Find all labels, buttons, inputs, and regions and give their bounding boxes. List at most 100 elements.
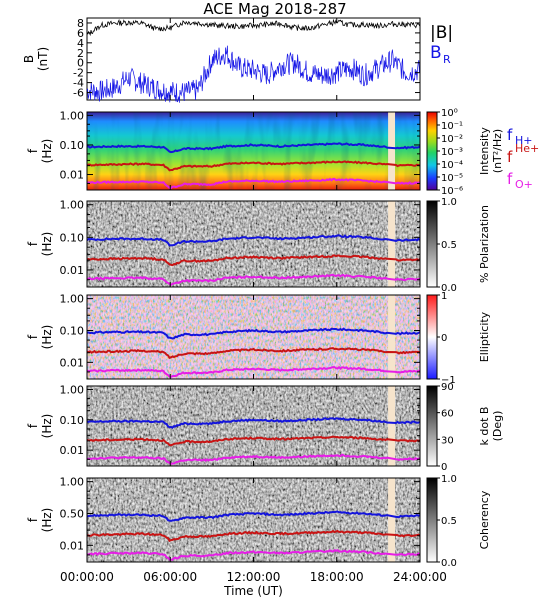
freq-legend-0: f [507, 126, 513, 144]
xtick-label: 18:00:00 [310, 570, 364, 584]
intensity-colorbar-tick-label: 10⁻² [441, 134, 463, 145]
intensity-colorbar-tick-label: 10⁻¹ [441, 121, 463, 132]
coherency-colorbar-tick-label: 0.5 [441, 516, 457, 527]
spectrogram-polarization [86, 200, 421, 288]
kdotb-colorbar-label: k dot B [478, 407, 491, 446]
ellipticity-line-fHplus [87, 327, 420, 340]
intensity-texture [87, 112, 420, 190]
b-ytick-label: 6 [77, 27, 84, 40]
kdotb-colorbar [426, 385, 438, 467]
polarization-colorbar [426, 200, 438, 288]
kdotb-ylabel: f [26, 423, 40, 428]
polarization-data-gap [388, 201, 396, 287]
xtick-label: 06:00:00 [143, 570, 197, 584]
kdotb-ytick-label: 0.10 [60, 414, 85, 427]
xtick-label: 00:00:00 [60, 570, 114, 584]
polarization-ytick-label: 0.01 [60, 264, 85, 277]
coherency-ylabel-unit: (Hz) [40, 508, 54, 533]
b-ytick-label: 0 [77, 57, 84, 70]
coherency-line-fOplus [87, 549, 420, 561]
coherency-line-fHeplus [87, 529, 420, 543]
coherency-ytick-label: 0.01 [60, 539, 85, 552]
coherency-line-fHplus [87, 510, 420, 522]
b-ytick-label: -2 [73, 67, 84, 80]
polarization-ytick-label: 1.00 [60, 199, 85, 212]
legend-btotal: |B| [430, 23, 453, 43]
kdotb-colorbar-unit: (Deg) [491, 411, 504, 442]
coherency-data-gap [388, 478, 396, 562]
intensity-ytick-label: 0.01 [60, 169, 85, 182]
kdotb-colorbar-tick-label: 60 [441, 409, 454, 420]
ellipticity-data-gap [388, 295, 396, 379]
legend-br-subscript: R [443, 53, 451, 66]
kdotb-colorbar-tick-label: 90 [441, 382, 454, 393]
polarization-colorbar-tick-label: 1.0 [441, 197, 457, 208]
coherency-colorbar-tick-label: 1.0 [441, 474, 457, 485]
coherency-texture [87, 478, 420, 562]
intensity-colorbar-tick-label: 10⁻³ [441, 147, 463, 158]
spectrogram-ellipticity [86, 294, 421, 380]
ellipticity-ylabel-unit: (Hz) [40, 325, 54, 350]
intensity-colorbar-tick-label: 10⁻⁵ [441, 173, 463, 184]
freq-legend-1: f [507, 148, 513, 166]
coherency-ylabel: f [26, 517, 40, 522]
ellipticity-colorbar [426, 294, 438, 380]
btotal-series-line [86, 18, 421, 37]
ellipticity-colorbar-tick-label: −1 [441, 375, 456, 386]
kdotb-colorbar-tick-label: 0 [441, 462, 447, 473]
b-panel-frame [86, 17, 421, 101]
intensity-ytick-label: 1.00 [60, 109, 85, 122]
coherency-colorbar-label: Coherency [478, 490, 491, 549]
intensity-colorbar-unit: (nT²/Hz) [491, 129, 504, 173]
coherency-ytick-label: 0.50 [60, 507, 85, 520]
intensity-ylabel-unit: (Hz) [40, 139, 54, 164]
polarization-colorbar-tick-label: 0.5 [441, 240, 457, 251]
polarization-colorbar-tick-label: 0.0 [441, 283, 457, 294]
intensity-ytick-label: 0.10 [60, 139, 85, 152]
polarization-colorbar-label: % Polarization [478, 205, 491, 283]
kdotb-line-fOplus [87, 453, 420, 465]
polarization-texture [87, 201, 420, 287]
ellipticity-colorbar-tick-label: 1 [441, 291, 447, 302]
intensity-line-fHeplus [87, 160, 420, 172]
x-axis-label: Time (UT) [223, 584, 283, 598]
intensity-colorbar [426, 111, 438, 191]
polarization-line-fHplus [87, 234, 420, 247]
freq-legend-2: f [507, 170, 513, 188]
polarization-line-fHeplus [87, 254, 420, 267]
kdotb-line-fHeplus [87, 435, 420, 447]
freq-legend-sub-1: He+ [515, 142, 539, 155]
chart-title: ACE Mag 2018-287 [203, 0, 347, 18]
ellipticity-texture [87, 295, 420, 379]
legend-br: B [430, 43, 442, 63]
intensity-line-fHplus [87, 142, 420, 154]
ellipticity-ylabel: f [26, 334, 40, 339]
intensity-colorbar-tick-label: 10⁻⁴ [441, 160, 463, 171]
xtick-label: 12:00:00 [227, 570, 281, 584]
freq-legend-sub-0: H+ [515, 134, 533, 147]
kdotb-line-fHplus [87, 417, 420, 429]
b-ylabel-unit: (nT) [36, 47, 50, 71]
ellipticity-line-fHeplus [87, 347, 420, 359]
b-ytick-label: 2 [77, 47, 84, 60]
polarization-ytick-label: 0.10 [60, 231, 85, 244]
intensity-ylabel: f [26, 148, 40, 153]
freq-legend-sub-2: O+ [515, 178, 533, 191]
xtick-label: 24:00:00 [393, 570, 447, 584]
kdotb-ylabel-unit: (Hz) [40, 414, 54, 439]
ellipticity-ytick-label: 0.01 [60, 356, 85, 369]
polarization-ylabel-unit: (Hz) [40, 232, 54, 257]
ellipticity-line-fOplus [87, 365, 420, 378]
intensity-line-fOplus [87, 177, 420, 190]
b-ytick-label: -4 [73, 77, 84, 90]
coherency-ytick-label: 1.00 [60, 476, 85, 489]
coherency-colorbar-tick-label: 0.0 [441, 558, 457, 569]
br-series-line [86, 45, 420, 103]
spectrogram-coherency [86, 477, 421, 563]
panels-layer [86, 111, 421, 563]
spectrogram-kdotb [86, 385, 421, 467]
intensity-colorbar-tick-label: 10⁻⁶ [441, 186, 463, 197]
intensity-colorbar-tick-label: 10⁰ [441, 108, 458, 119]
